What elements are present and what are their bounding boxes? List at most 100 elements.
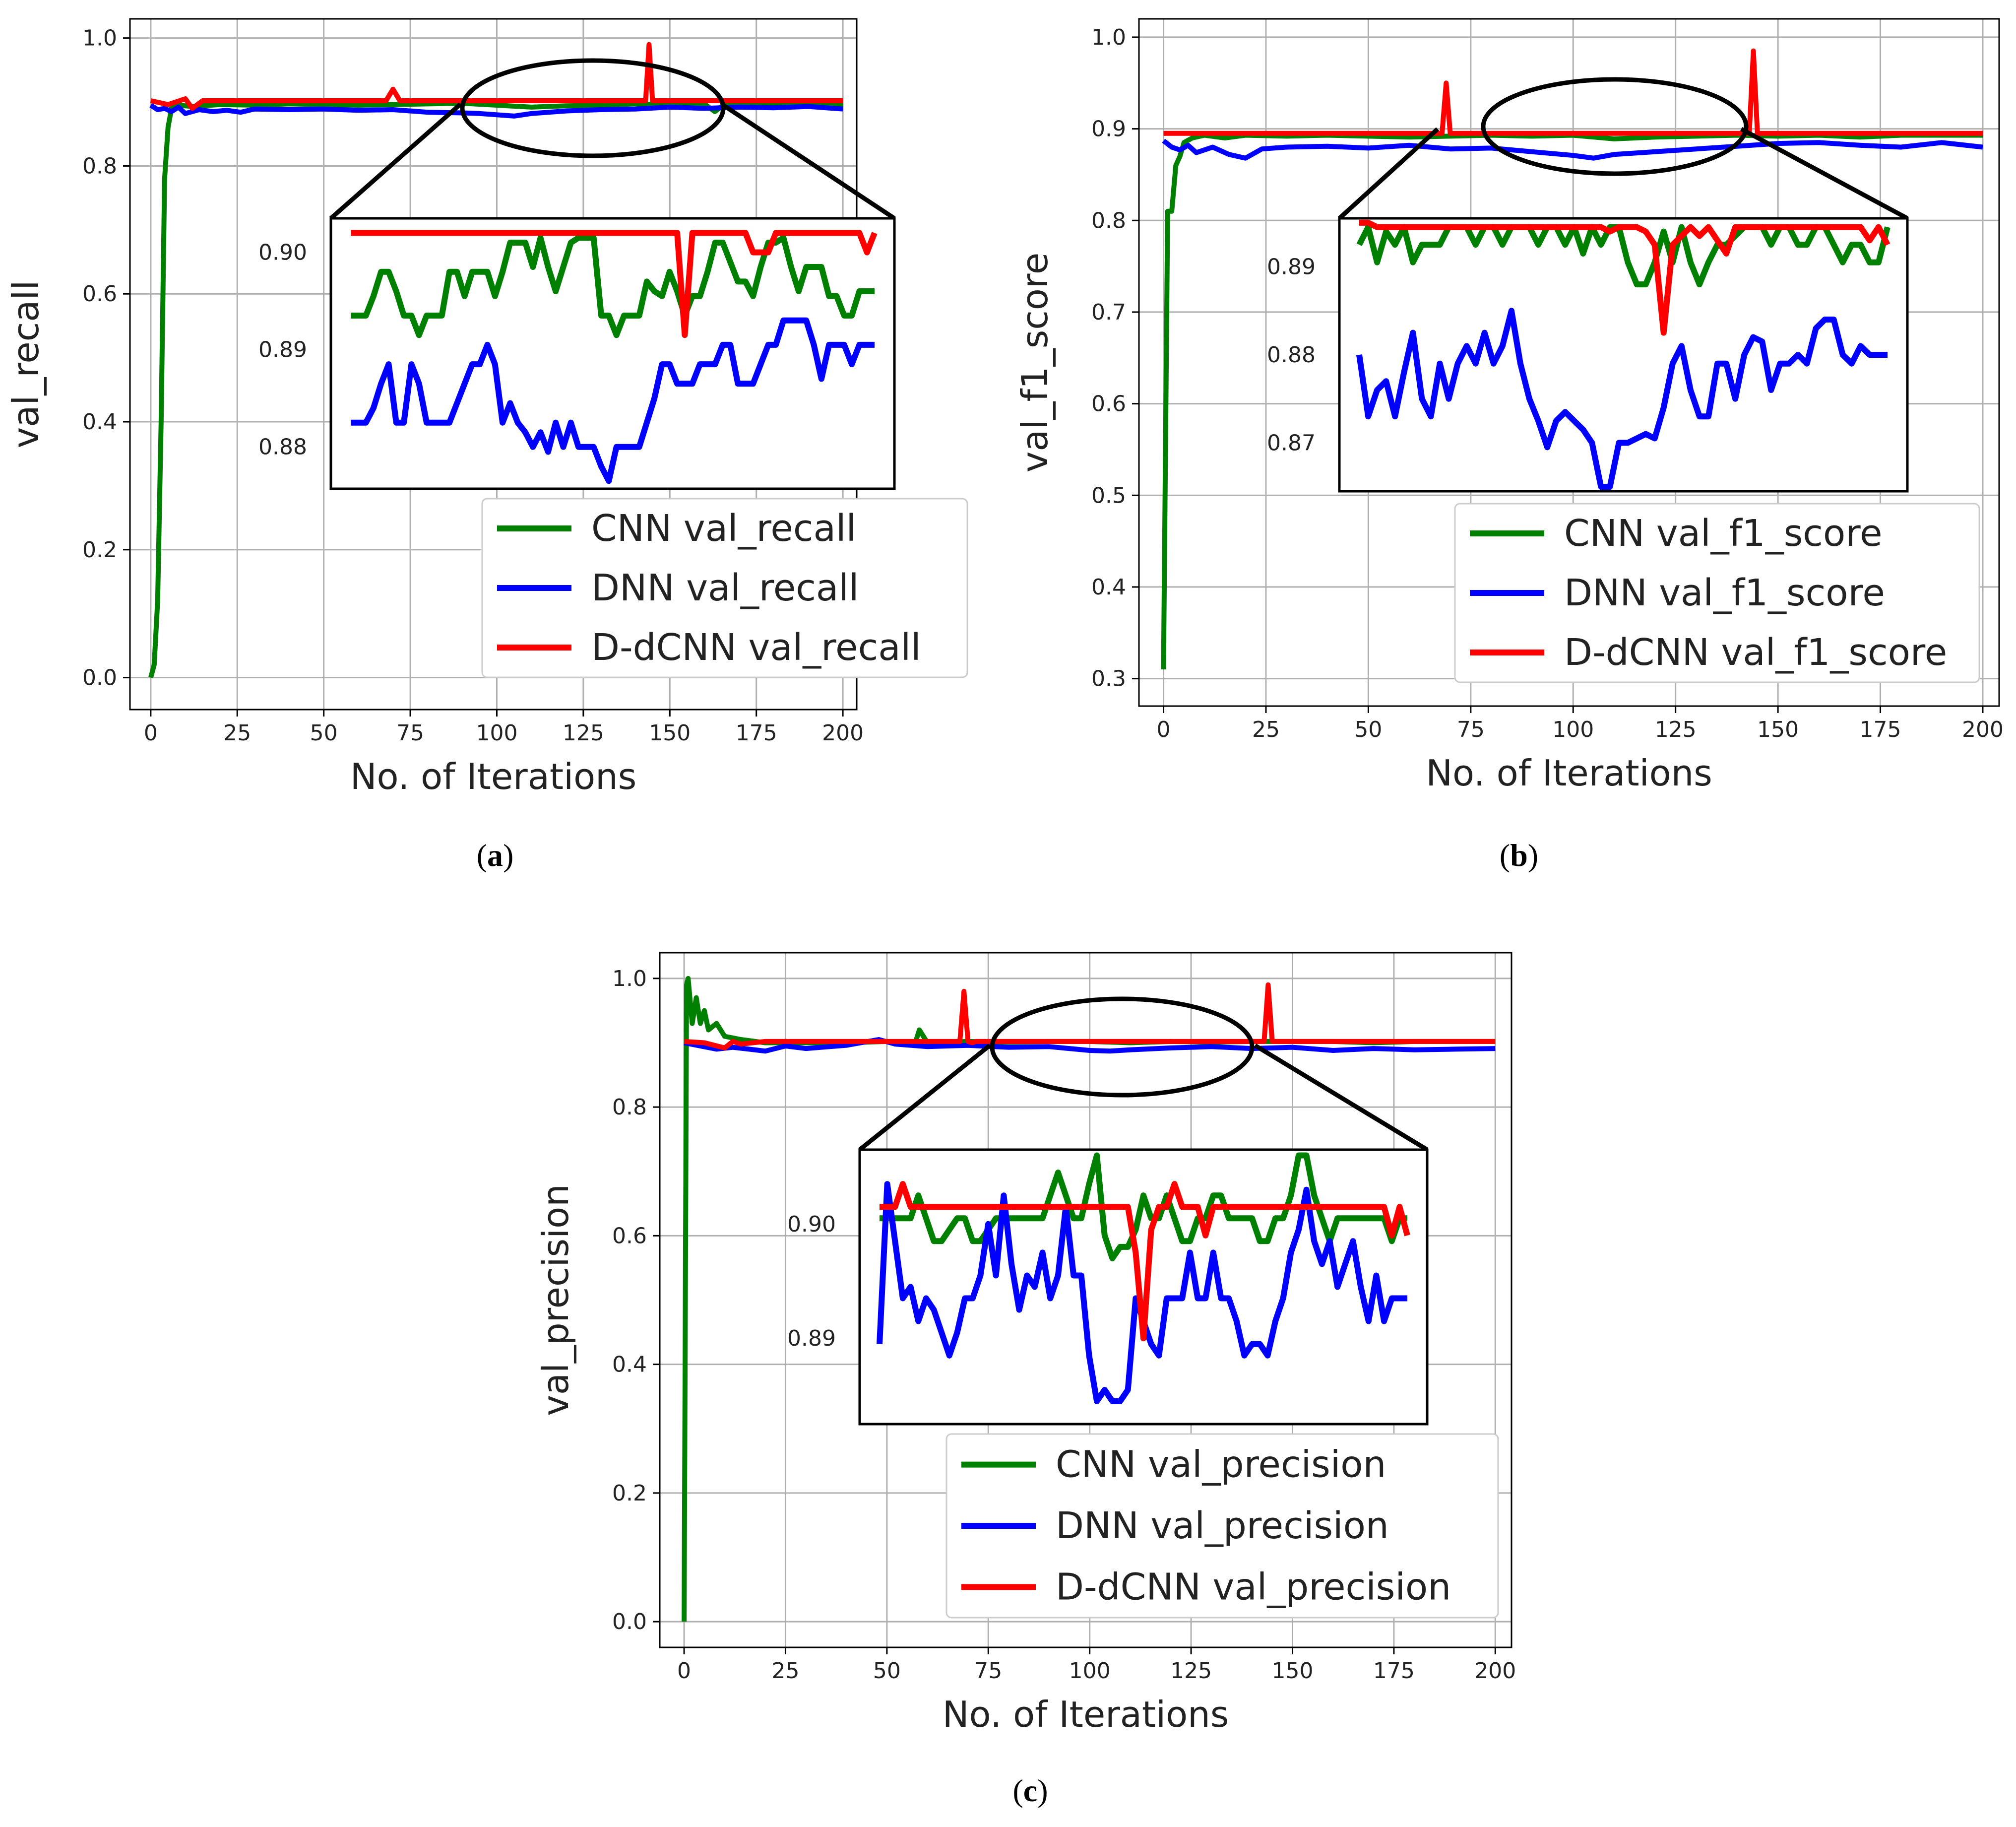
series-line-ddcnn (150, 42, 843, 111)
inset-line-dnn (1356, 308, 1888, 490)
x-tick-label: 175 (1373, 1658, 1415, 1684)
x-tick-label: 175 (1860, 717, 1901, 742)
inset-frame (858, 1148, 1429, 1426)
panel-caption: (a) (477, 838, 514, 873)
y-tick-label: 0.9 (1091, 117, 1126, 142)
inset-frame (1338, 217, 1909, 493)
y-tick-label: 0.8 (612, 1095, 647, 1120)
x-axis-label: No. of Iterations (1426, 752, 1712, 794)
legend-label: CNN val_recall (591, 507, 856, 550)
inset-frame (329, 217, 896, 490)
legend-label: D-dCNN val_recall (591, 626, 921, 669)
series-line-dnn (1162, 138, 1983, 161)
legend-label: DNN val_f1_score (1564, 572, 1885, 614)
y-tick-label: 0.6 (1091, 392, 1126, 417)
inset-line-ddcnn (880, 1181, 1410, 1342)
chart-b: 0 25 50 75 100 125 150 175 200 0.3 0.4 0.5 0.6 0.7 0.8… (1014, 18, 2004, 873)
x-tick-label: 0 (1157, 717, 1171, 742)
y-tick-label: 0.4 (1091, 575, 1126, 600)
panel-caption: (c) (1012, 1773, 1048, 1808)
zoom-ellipse (460, 58, 726, 158)
inset-y-tick-label: 0.89 (258, 337, 307, 363)
inset-line-dnn (351, 317, 875, 484)
x-tick-label: 200 (1962, 717, 2004, 742)
legend-label: D-dCNN val_f1_score (1564, 631, 1947, 674)
series-line-ddcnn (1163, 48, 1983, 136)
x-axis-label: No. of Iterations (943, 1694, 1229, 1735)
inset-b: 0.87 0.88 0.89 (1267, 217, 1909, 493)
x-tick-label: 0 (677, 1658, 691, 1684)
y-tick-label: 0.7 (1091, 300, 1126, 325)
x-tick-label: 100 (1552, 717, 1594, 742)
inset-line-ddcnn (351, 230, 878, 338)
legend-label: DNN val_precision (1056, 1504, 1389, 1547)
legend-box (945, 1433, 1499, 1619)
zoom-connector-right (720, 102, 896, 220)
inset-a: 0.88 0.89 0.90 (258, 217, 896, 490)
chart-c: 0 25 50 75 100 125 150 175 200 0.0 0.2 0.4 0.6 0.8 1.0… (535, 952, 1516, 1808)
y-tick-label: 1.0 (612, 966, 647, 991)
zoom-ellipse (990, 996, 1255, 1098)
zoom-connector-left (858, 1044, 991, 1152)
legend-box (481, 498, 968, 678)
x-tick-label: 200 (822, 720, 864, 746)
inset-y-tick-label: 0.88 (258, 435, 307, 460)
inset-line-cnn (351, 235, 875, 338)
y-tick-label: 1.0 (82, 26, 117, 51)
x-tick-label: 75 (396, 720, 424, 746)
chart-a: 0 25 50 75 100 125 150 175 200 0.0 0.2 0.4 0.6 0.8 1.0… (5, 18, 968, 873)
inset-line-ddcnn (1359, 219, 1890, 336)
zoom-connector-left (329, 102, 462, 220)
y-tick-label: 0.4 (612, 1352, 647, 1377)
legend-label: CNN val_f1_score (1564, 512, 1883, 555)
legend-a: CNN val_recall DNN val_recall D-dCNN val_r… (481, 498, 968, 678)
x-tick-label: 150 (649, 720, 691, 746)
x-tick-label: 50 (873, 1658, 901, 1684)
x-tick-label: 50 (1354, 717, 1382, 742)
x-tick-label: 175 (736, 720, 777, 746)
legend-c: CNN val_precision DNN val_precision D-dCNN… (945, 1433, 1499, 1619)
y-tick-label: 0.8 (82, 153, 117, 179)
legend-label: D-dCNN val_precision (1056, 1566, 1451, 1608)
y-axis-label: val_precision (535, 1184, 576, 1416)
plot-frame (1138, 18, 2000, 707)
inset-c: 0.89 0.90 (787, 1148, 1429, 1426)
y-tick-label: 0.0 (82, 665, 117, 691)
y-tick-label: 0.6 (82, 281, 117, 307)
zoom-connector-right (1740, 127, 1909, 220)
inset-y-tick-label: 0.90 (258, 240, 307, 265)
legend-label: DNN val_recall (591, 567, 859, 609)
x-tick-label: 200 (1474, 1658, 1516, 1684)
x-tick-label: 25 (223, 720, 251, 746)
y-tick-label: 0.3 (1091, 666, 1126, 692)
x-tick-label: 25 (771, 1658, 799, 1684)
y-tick-label: 0.5 (1091, 483, 1126, 508)
x-tick-label: 75 (1457, 717, 1485, 742)
x-axis-label: No. of Iterations (350, 756, 637, 797)
zoom-ellipse (1481, 77, 1749, 176)
y-tick-label: 0.2 (612, 1481, 647, 1506)
inset-y-tick-label: 0.90 (787, 1212, 836, 1237)
series-line-ddcnn (684, 982, 1496, 1050)
legend-box (1454, 503, 1980, 683)
series-line-dnn (149, 103, 843, 119)
legend-b: CNN val_f1_score DNN val_f1_score D-dCNN v… (1454, 503, 1980, 683)
x-tick-label: 0 (144, 720, 158, 746)
x-tick-label: 125 (1655, 717, 1697, 742)
inset-y-tick-label: 0.87 (1267, 430, 1316, 456)
y-tick-label: 0.6 (612, 1223, 647, 1248)
x-tick-label: 125 (563, 720, 604, 746)
y-tick-label: 0.8 (1091, 208, 1126, 233)
x-tick-label: 75 (974, 1658, 1002, 1684)
x-tick-label: 150 (1757, 717, 1799, 742)
x-tick-label: 100 (1069, 1658, 1111, 1684)
x-tick-label: 50 (310, 720, 338, 746)
zoom-connector-right (1254, 1044, 1429, 1152)
x-tick-label: 150 (1271, 1658, 1313, 1684)
x-tick-label: 100 (476, 720, 517, 746)
y-tick-label: 0.0 (612, 1609, 647, 1634)
y-axis-label: val_recall (5, 280, 47, 449)
y-axis-label: val_f1_score (1014, 253, 1056, 472)
inset-y-tick-label: 0.88 (1267, 342, 1316, 368)
